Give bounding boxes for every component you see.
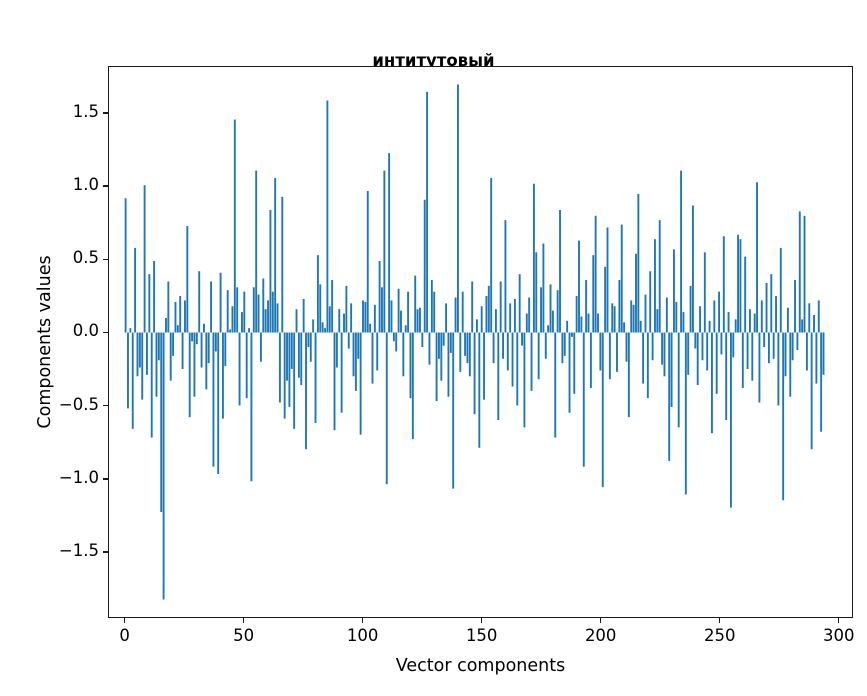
y-tick-label: 1.5 [72,101,99,121]
x-tick-mark [719,618,721,623]
y-axis-label: Components values [35,255,55,429]
x-axis-label: Vector components [395,656,566,676]
y-tick-label: 1.0 [72,175,99,195]
x-tick-label: 200 [584,626,617,645]
y-tick-mark [103,185,108,187]
y-tick-label: −0.5 [58,394,99,414]
x-tick-label: 0 [119,626,130,645]
x-tick-label: 250 [703,626,736,645]
x-tick-label: 50 [233,626,255,645]
y-tick-label: −1.0 [58,467,99,487]
x-tick-mark [123,618,126,623]
x-tick-label: 100 [346,626,379,645]
y-tick-mark [103,478,108,480]
chart-title-line-1: интитутовый [372,51,495,70]
x-tick-label: 150 [465,626,498,645]
x-tick-mark [481,618,483,623]
y-tick-label: 0.0 [72,321,99,341]
y-tick-mark [103,405,108,407]
y-tick-mark [103,551,108,553]
x-tick-mark [600,618,602,623]
x-tick-label: 300 [822,626,855,645]
x-tick-mark [242,618,245,623]
bar-series [124,84,825,600]
x-axis: Vector components 0 50 100 150 200 250 300 [108,618,854,696]
plot-area [108,66,853,618]
y-tick-label: 0.5 [72,248,99,268]
y-tick-mark [103,331,108,334]
x-tick-mark [361,618,364,623]
x-tick-mark [838,618,840,623]
y-tick-mark [103,258,108,260]
y-tick-mark [103,112,108,114]
y-axis: −1.5 −1.0 −0.5 0.0 0.5 1.0 1.5 [0,66,108,618]
y-tick-label: −1.5 [58,541,99,561]
